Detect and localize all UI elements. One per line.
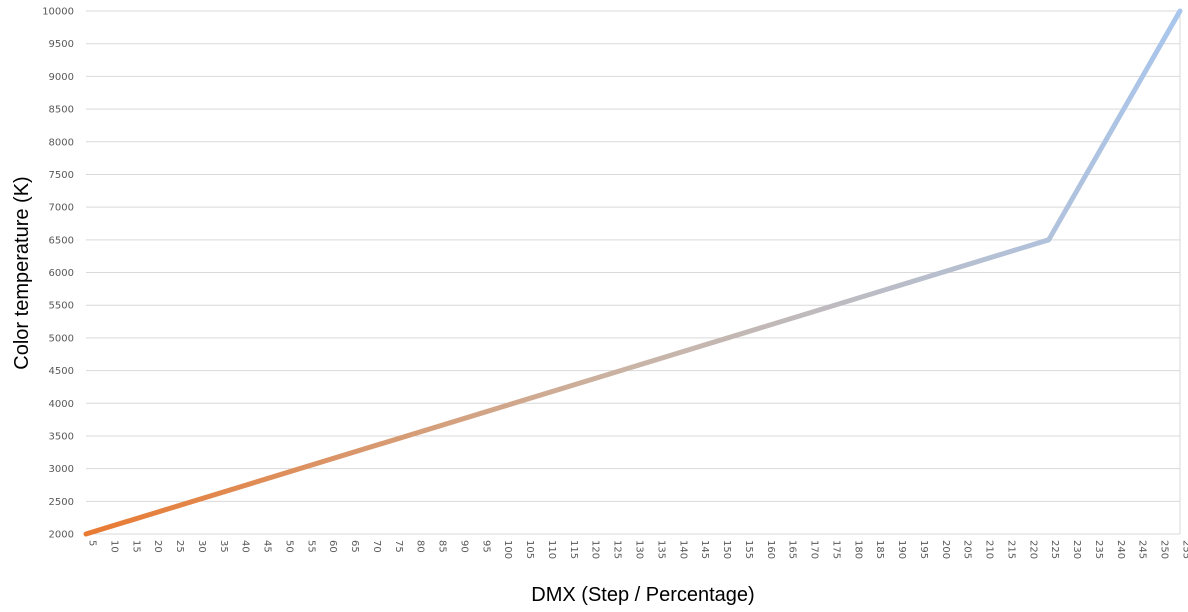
- x-tick-label: 250: [1159, 540, 1170, 559]
- y-tick-label: 7500: [49, 170, 74, 181]
- x-tick-label: 155: [743, 540, 754, 559]
- x-tick-label: 105: [524, 540, 535, 559]
- y-tick-label: 6000: [49, 268, 74, 279]
- x-tick-label: 160: [765, 540, 776, 559]
- x-tick-label: 20: [152, 540, 163, 553]
- x-tick-label: 130: [634, 540, 645, 559]
- x-tick-label: 150: [721, 540, 732, 559]
- y-tick-label: 10000: [42, 7, 74, 18]
- x-tick-label: 255: [1181, 540, 1188, 559]
- x-tick-label: 70: [371, 540, 382, 553]
- y-tick-label: 9500: [49, 39, 74, 50]
- x-tick-label: 210: [984, 540, 995, 559]
- y-axis-ticks: 2000 2500 3000 3500 4000 4500 5000 5500 6000 6500…: [42, 7, 74, 541]
- x-tick-label: 35: [218, 540, 229, 553]
- x-tick-label: 85: [437, 540, 448, 553]
- x-tick-label: 195: [918, 540, 929, 559]
- x-tick-label: 140: [677, 540, 688, 559]
- x-tick-label: 60: [327, 540, 338, 553]
- x-tick-label: 40: [240, 540, 251, 553]
- x-tick-label: 185: [874, 540, 885, 559]
- gridlines: [86, 11, 1180, 534]
- x-tick-label: 15: [130, 540, 141, 553]
- x-tick-label: 30: [196, 540, 207, 553]
- x-tick-label: 75: [393, 540, 404, 553]
- y-tick-label: 8000: [49, 137, 74, 148]
- x-tick-label: 220: [1027, 540, 1038, 559]
- x-tick-label: 200: [940, 540, 951, 559]
- x-tick-label: 225: [1049, 540, 1060, 559]
- x-tick-label: 50: [283, 540, 294, 553]
- x-tick-label: 55: [305, 540, 316, 553]
- x-tick-label: 245: [1137, 540, 1148, 559]
- x-tick-label: 230: [1071, 540, 1082, 559]
- x-axis-label: DMX (Step / Percentage): [531, 584, 754, 606]
- y-tick-label: 3500: [49, 431, 74, 442]
- x-tick-label: 240: [1115, 540, 1126, 559]
- x-tick-label: 90: [458, 540, 469, 553]
- x-tick-label: 110: [546, 540, 557, 559]
- x-tick-label: 125: [612, 540, 623, 559]
- x-tick-label: 80: [415, 540, 426, 553]
- x-tick-label: 5: [87, 540, 98, 546]
- y-tick-label: 3000: [49, 464, 74, 475]
- x-tick-label: 190: [896, 540, 907, 559]
- x-tick-label: 120: [590, 540, 601, 559]
- x-tick-label: 180: [852, 540, 863, 559]
- y-tick-label: 2000: [49, 530, 74, 541]
- y-tick-label: 6500: [49, 235, 74, 246]
- y-tick-label: 4500: [49, 366, 74, 377]
- x-tick-label: 135: [655, 540, 666, 559]
- y-tick-label: 9000: [49, 72, 74, 83]
- x-tick-label: 10: [108, 540, 119, 553]
- x-tick-label: 100: [502, 540, 513, 559]
- x-tick-label: 175: [830, 540, 841, 559]
- y-tick-label: 2500: [49, 497, 74, 508]
- x-tick-label: 205: [962, 540, 973, 559]
- x-axis-ticks: 5 10 15 20 25 30 35 40 45 50 55 60 65 70 75 80 85 90 95 100…: [87, 540, 1188, 559]
- x-tick-label: 215: [1005, 540, 1016, 559]
- x-tick-label: 45: [262, 540, 273, 553]
- y-axis-label: Color temperature (K): [11, 176, 33, 369]
- y-tick-label: 7000: [49, 203, 74, 214]
- y-tick-label: 4000: [49, 399, 74, 410]
- x-tick-label: 95: [480, 540, 491, 553]
- y-tick-label: 5500: [49, 301, 74, 312]
- x-tick-label: 25: [174, 540, 185, 553]
- x-tick-label: 170: [809, 540, 820, 559]
- x-tick-label: 65: [349, 540, 360, 553]
- y-tick-label: 8500: [49, 105, 74, 116]
- x-tick-label: 165: [787, 540, 798, 559]
- y-tick-label: 5000: [49, 333, 74, 344]
- x-tick-label: 115: [568, 540, 579, 559]
- x-tick-label: 145: [699, 540, 710, 559]
- x-tick-label: 235: [1093, 540, 1104, 559]
